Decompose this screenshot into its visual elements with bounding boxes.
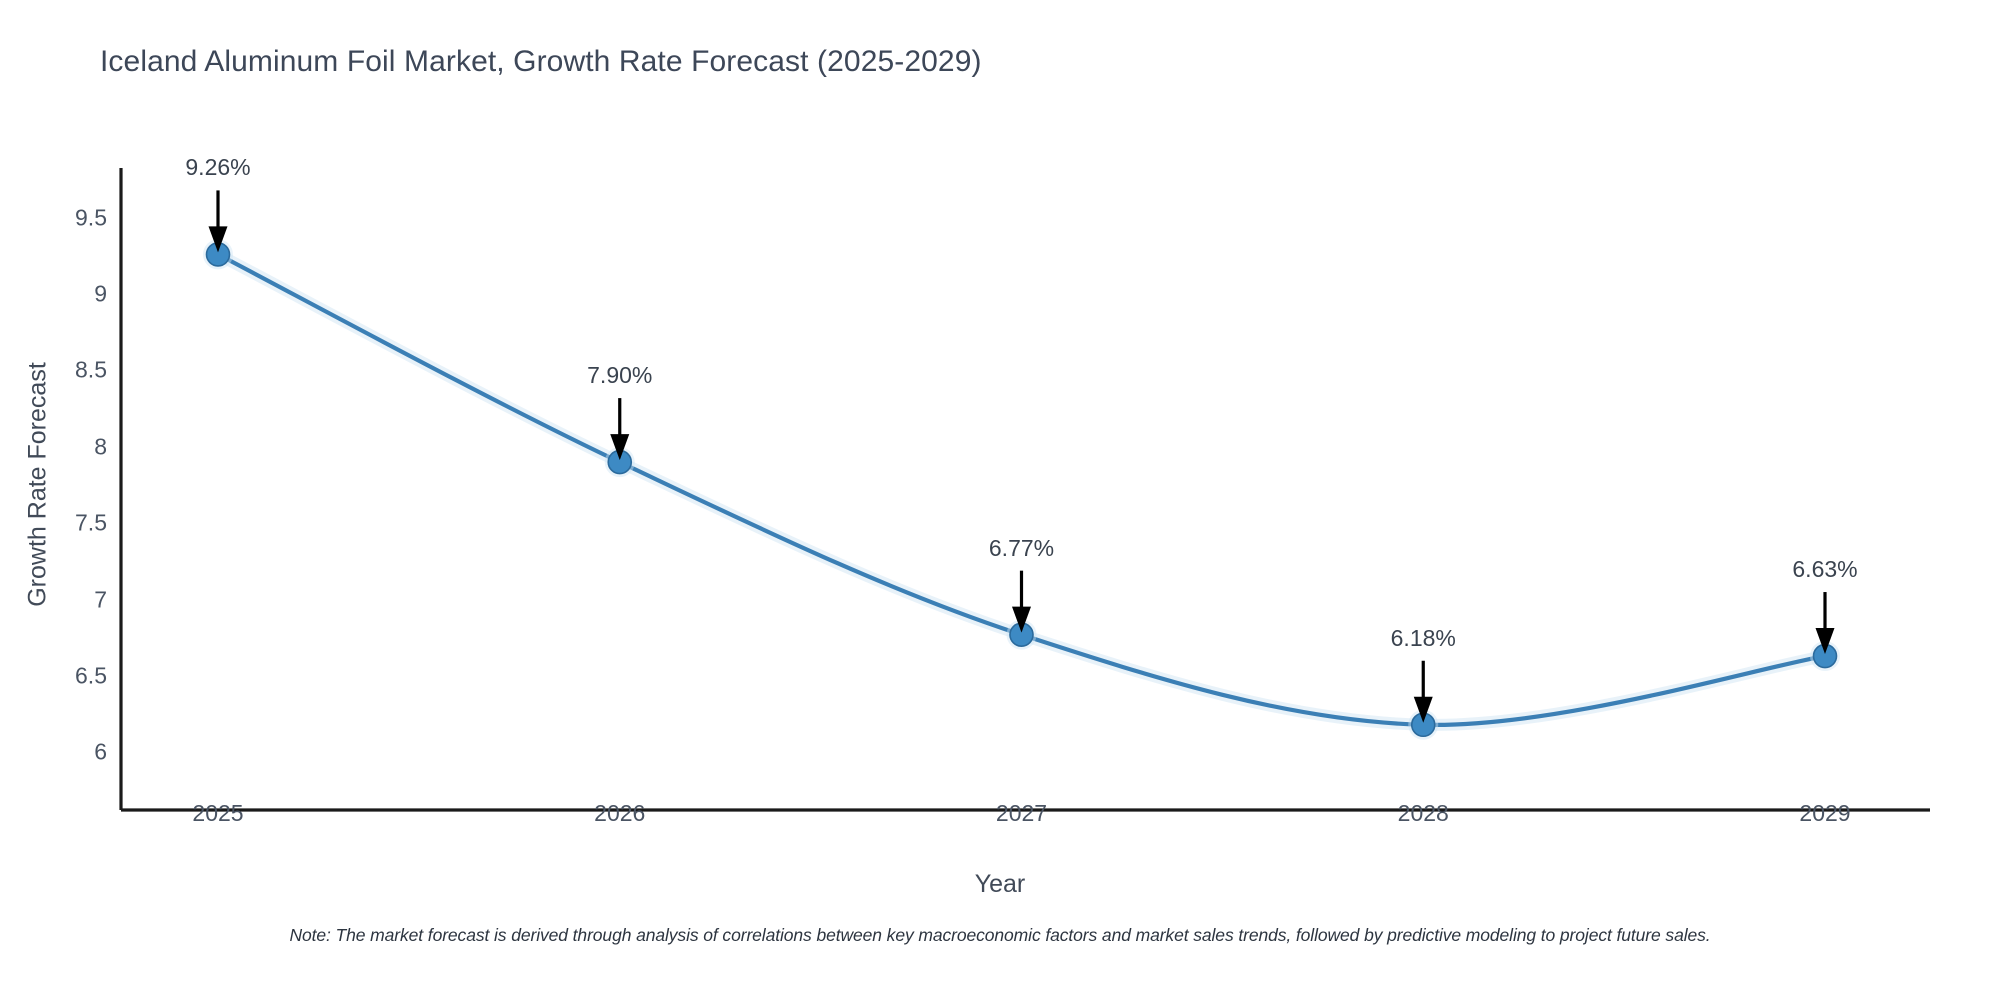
data-point-value-label: 6.18% — [1390, 624, 1456, 651]
y-axis-tick-label: 7.5 — [75, 509, 107, 536]
x-axis-tick-label: 2025 — [192, 800, 244, 826]
y-axis-tick-label: 9.5 — [75, 204, 107, 231]
data-point-value-label: 6.63% — [1792, 556, 1858, 583]
data-point-markers — [203, 239, 1840, 740]
data-point-value-label: 6.77% — [988, 534, 1055, 561]
x-axis-tick-label: 2027 — [995, 800, 1048, 826]
line-series — [212, 248, 1831, 731]
x-axis-tick-label: 2026 — [594, 800, 646, 826]
y-axis-tick-label: 9 — [94, 280, 107, 307]
data-point-value-label: 7.90% — [587, 362, 653, 389]
y-axis-tick-label: 7 — [94, 586, 107, 613]
annotation-arrows — [208, 190, 1835, 723]
x-axis-tick-label: 2029 — [1799, 800, 1851, 826]
data-point-value-label: 9.26% — [185, 154, 251, 181]
x-axis-tick-label: 2028 — [1397, 800, 1449, 826]
axis-lines — [119, 168, 1930, 812]
y-axis-tick-label: 8.5 — [75, 356, 107, 383]
y-axis-tick-label: 6 — [94, 738, 107, 765]
x-axis-title: Year — [974, 870, 1026, 898]
y-axis-tick-label: 8 — [94, 433, 107, 460]
chart-title: Iceland Aluminum Foil Market, Growth Rat… — [100, 45, 982, 78]
chart-footnote: Note: The market forecast is derived thr… — [289, 925, 1711, 945]
y-axis-tick-label: 6.5 — [75, 662, 107, 689]
